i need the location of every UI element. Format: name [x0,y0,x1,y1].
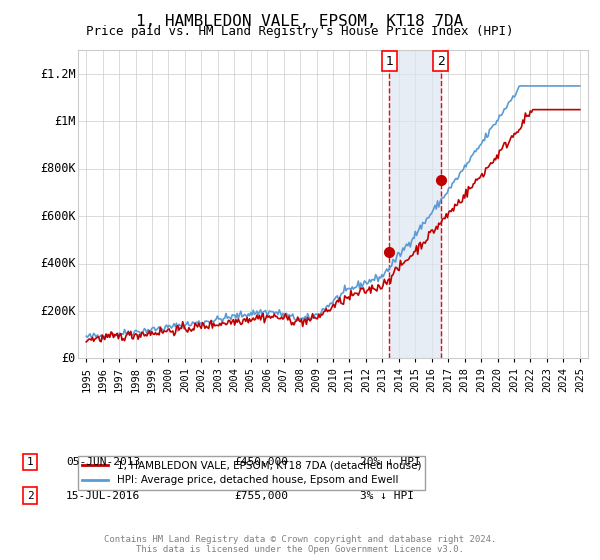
Legend: 1, HAMBLEDON VALE, EPSOM, KT18 7DA (detached house), HPI: Average price, detache: 1, HAMBLEDON VALE, EPSOM, KT18 7DA (deta… [78,456,425,489]
Bar [389,50,440,358]
Text: 1: 1 [26,457,34,467]
Text: £1M: £1M [54,115,76,128]
Text: 2: 2 [26,491,34,501]
Text: £450,000: £450,000 [234,457,288,467]
Text: £600K: £600K [40,210,76,223]
Text: £200K: £200K [40,305,76,318]
Text: Contains HM Land Registry data © Crown copyright and database right 2024.
This d: Contains HM Land Registry data © Crown c… [104,535,496,554]
Text: 05-JUN-2013: 05-JUN-2013 [66,457,140,467]
Text: £755,000: £755,000 [234,491,288,501]
Text: 2: 2 [437,55,445,68]
Text: 20% ↓ HPI: 20% ↓ HPI [360,457,421,467]
Text: £0: £0 [61,352,76,365]
Text: £1.2M: £1.2M [40,68,76,81]
Text: £400K: £400K [40,257,76,270]
Text: 3% ↓ HPI: 3% ↓ HPI [360,491,414,501]
Text: 1, HAMBLEDON VALE, EPSOM, KT18 7DA: 1, HAMBLEDON VALE, EPSOM, KT18 7DA [136,14,464,29]
Text: 15-JUL-2016: 15-JUL-2016 [66,491,140,501]
Text: 1: 1 [385,55,394,68]
Text: £800K: £800K [40,162,76,175]
Text: Price paid vs. HM Land Registry's House Price Index (HPI): Price paid vs. HM Land Registry's House … [86,25,514,38]
